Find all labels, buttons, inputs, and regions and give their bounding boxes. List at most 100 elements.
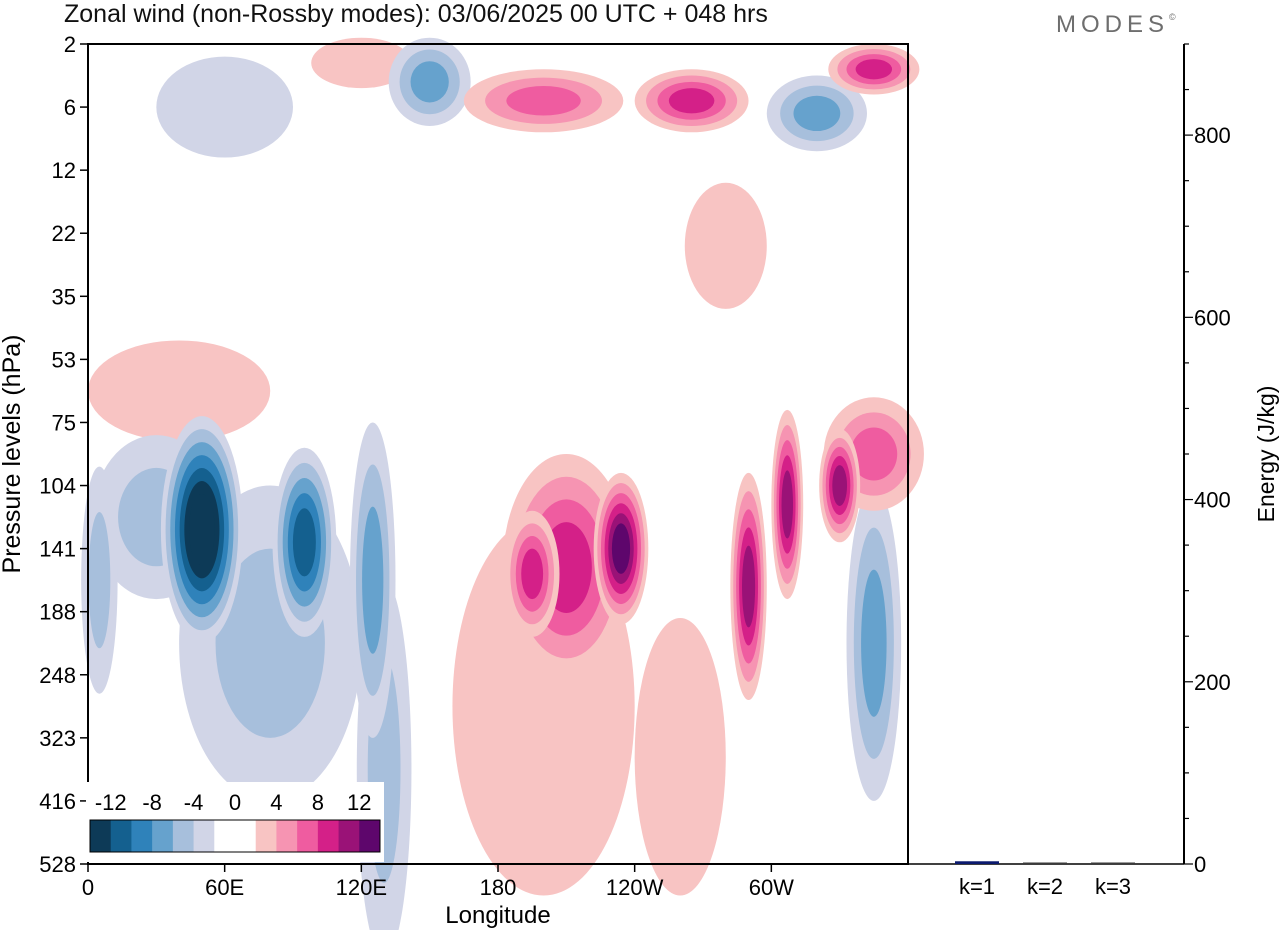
y-tick-label: 416 xyxy=(39,789,76,814)
colorbar-label: -8 xyxy=(142,790,162,815)
x-tick-label: 60E xyxy=(205,875,244,900)
wind-contour xyxy=(362,506,384,654)
y-tick-label: 53 xyxy=(52,347,76,372)
brand-logo: MODES© xyxy=(1056,11,1176,38)
colorbar-swatch xyxy=(131,820,153,852)
y-axis-label: Pressure levels (hPa) xyxy=(0,335,26,574)
wind-contour xyxy=(634,618,726,896)
wind-contour xyxy=(410,61,449,103)
energy-category-label: k=1 xyxy=(959,874,995,899)
wind-contour xyxy=(88,512,111,649)
wind-contour xyxy=(793,95,841,132)
energy-category-label: k=3 xyxy=(1095,874,1131,899)
wind-anomaly-0 xyxy=(156,56,293,158)
colorbar-swatch xyxy=(90,820,112,852)
wind-anomaly-25 xyxy=(160,416,243,644)
longitude-axis: 0 60E 120E 180 120W 60W xyxy=(82,864,794,900)
colorbar-label: 4 xyxy=(270,790,282,815)
wind-contour xyxy=(741,545,756,628)
wind-anomaly-11 xyxy=(388,37,471,126)
colorbar-swatch xyxy=(317,820,340,852)
wind-contour xyxy=(292,508,316,577)
wind-anomaly-19 xyxy=(504,510,560,637)
wind-anomaly-17 xyxy=(828,43,920,95)
x-axis-label: Longitude xyxy=(445,902,550,929)
y-tick-label: 528 xyxy=(39,852,76,877)
wind-anomaly-24 xyxy=(593,472,649,625)
x-tick-label: 60W xyxy=(749,875,794,900)
wind-contour xyxy=(506,86,581,116)
colorbar-swatch xyxy=(235,820,257,852)
wind-anomaly-3 xyxy=(88,340,271,442)
colorbar-swatch xyxy=(359,820,381,852)
wind-contour xyxy=(668,88,715,114)
x-tick-label: 120W xyxy=(606,875,664,900)
wind-contour xyxy=(861,569,887,717)
colorbar-swatch xyxy=(338,820,360,852)
x-tick-label: 120E xyxy=(336,875,387,900)
wind-contour xyxy=(521,548,544,600)
wind-contour xyxy=(156,56,293,158)
wind-contour xyxy=(88,340,271,442)
colorbar-swatch xyxy=(193,820,215,852)
wind-anomaly-14 xyxy=(349,422,396,738)
y-tick-label: 141 xyxy=(39,537,76,562)
wind-anomaly-10 xyxy=(846,485,902,801)
colorbar-swatch xyxy=(172,820,195,852)
energy-bar-k=3 xyxy=(1091,862,1135,864)
wind-contour xyxy=(311,37,412,89)
colorbar-label: 8 xyxy=(312,790,324,815)
x-tick-label: 0 xyxy=(82,875,94,900)
pressure-level-axis: 2 6 12 22 35 53 75 104 141 188 248 323 416 528 xyxy=(39,32,88,877)
y-tick-label: 12 xyxy=(52,158,76,183)
wind-anomaly-8 xyxy=(81,466,118,694)
energy-axis-label: Energy (J/kg) xyxy=(1253,386,1279,523)
colorbar-swatch xyxy=(297,820,319,852)
wind-anomaly-23 xyxy=(819,428,861,543)
wind-anomaly-21 xyxy=(730,472,767,700)
colorbar-label: 0 xyxy=(229,790,241,815)
y-tick-label: 22 xyxy=(52,221,76,246)
wind-anomaly-22 xyxy=(771,409,804,600)
wind-anomaly-12 xyxy=(766,75,868,152)
x-tick-label: 180 xyxy=(480,875,517,900)
energy-category-label: k=2 xyxy=(1027,874,1063,899)
y-tick-label: 323 xyxy=(39,726,76,751)
colorbar-swatch xyxy=(276,820,298,852)
energy-bar-k=1 xyxy=(955,861,999,864)
colorbar-frame xyxy=(89,819,381,853)
energy-bar-k=2 xyxy=(1023,862,1067,864)
wind-contour xyxy=(781,470,794,539)
y-tick-label: 75 xyxy=(52,410,76,435)
chart-title: Zonal wind (non-Rossby modes): 03/06/202… xyxy=(64,0,768,28)
energy-tick-label: 400 xyxy=(1194,488,1231,513)
colorbar-swatch xyxy=(255,820,277,852)
brand-mark: © xyxy=(1169,12,1176,22)
wind-contour xyxy=(611,523,631,574)
energy-panel: 0 200 400 600 800 k=1 k=2 k=3 xyxy=(908,43,1231,899)
colorbar-swatch xyxy=(110,820,132,852)
colorbar-label: -4 xyxy=(184,790,204,815)
wind-contour xyxy=(684,182,767,309)
y-tick-label: 35 xyxy=(52,284,76,309)
energy-tick-label: 600 xyxy=(1194,305,1231,330)
brand-name: MODES xyxy=(1056,11,1169,38)
colorbar-swatch xyxy=(152,820,174,852)
wind-anomaly-5 xyxy=(684,182,767,309)
colorbar-label: -12 xyxy=(95,790,127,815)
y-tick-label: 188 xyxy=(39,600,76,625)
wind-contour xyxy=(832,465,848,506)
y-tick-label: 6 xyxy=(64,95,76,120)
wind-anomaly-2 xyxy=(634,618,726,896)
y-tick-label: 248 xyxy=(39,663,76,688)
y-tick-label: 2 xyxy=(64,32,76,57)
wind-contour xyxy=(189,494,215,566)
y-tick-label: 104 xyxy=(39,474,76,499)
wind-contour xyxy=(855,59,893,80)
colorbar-label: 12 xyxy=(347,790,371,815)
energy-tick-label: 0 xyxy=(1194,852,1206,877)
energy-tick-label: 200 xyxy=(1194,670,1231,695)
colorbar: -12 -8 -4 0 4 8 12 xyxy=(86,782,384,862)
wind-anomaly-15 xyxy=(463,69,624,133)
